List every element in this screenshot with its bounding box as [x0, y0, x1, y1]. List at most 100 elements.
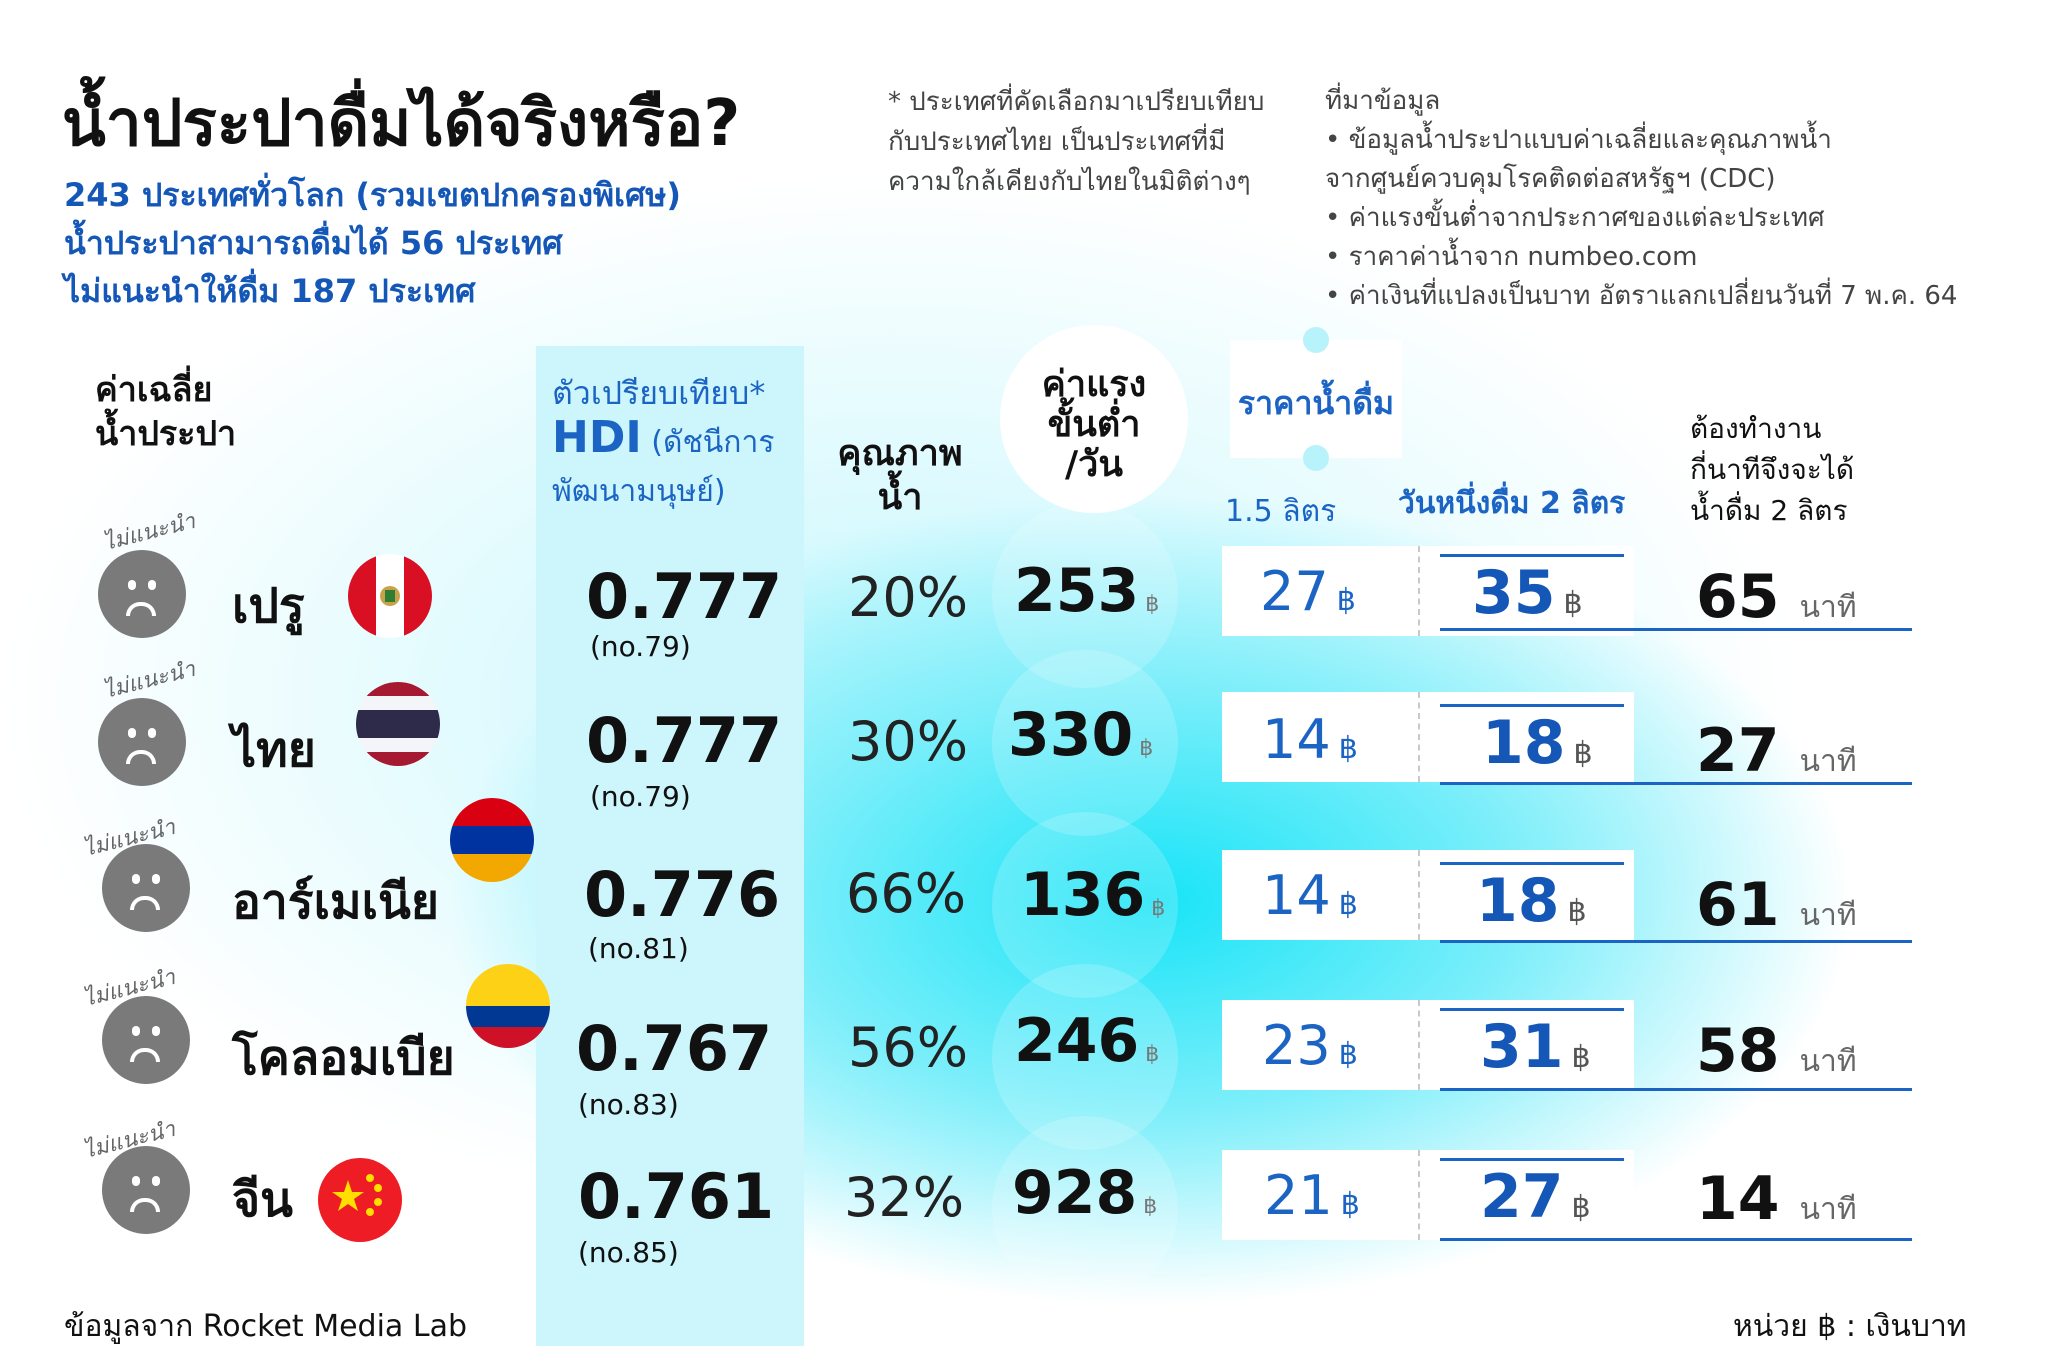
- ticket-separator: [1418, 850, 1420, 940]
- min-wage: 246 ฿: [1014, 1006, 1160, 1076]
- price-1-5-litre: 27 ฿: [1260, 560, 1356, 623]
- ticket-separator: [1418, 692, 1420, 782]
- price-header-ticket: [1230, 327, 1402, 471]
- footer-source: ข้อมูลจาก Rocket Media Lab: [64, 1309, 467, 1344]
- price-2l-topline: [1440, 704, 1624, 707]
- row-underline: [1440, 1088, 1912, 1091]
- hdi-value: 0.767: [576, 1012, 773, 1085]
- price-2-litres: 35 ฿: [1472, 558, 1583, 628]
- work-minutes: 27 นาที: [1696, 716, 1857, 786]
- header-hdi-line1: ตัวเปรียบเทียบ*: [552, 374, 766, 412]
- price-2l-topline: [1440, 554, 1624, 557]
- table-row: ไม่แนะนำ อาร์เมเนีย 0.776 (no.81) 66% 13…: [0, 798, 2048, 998]
- price-2l-topline: [1440, 1158, 1624, 1161]
- armenia-flag-icon: [450, 798, 534, 882]
- subtitle-line-2: น้ำประปาสามารถดื่มได้ 56 ประเทศ: [64, 224, 563, 262]
- sad-face-icon: [98, 550, 186, 638]
- sad-face-icon: [102, 996, 190, 1084]
- hdi-value: 0.776: [584, 858, 781, 931]
- price-ticket: [1222, 692, 1634, 782]
- wage-bubble: [992, 812, 1178, 998]
- hdi-value: 0.777: [586, 560, 783, 633]
- hdi-rank: (no.85): [578, 1236, 679, 1269]
- hdi-column-band: [536, 346, 804, 1346]
- hdi-rank: (no.79): [590, 630, 691, 663]
- price-2-litres: 27 ฿: [1480, 1162, 1591, 1232]
- work-minutes: 61 นาที: [1696, 870, 1857, 940]
- price-1-5-litre: 23 ฿: [1262, 1014, 1358, 1077]
- min-wage: 136 ฿: [1020, 860, 1166, 930]
- subtitle-line-3: ไม่แนะนำให้ดื่ม 187 ประเทศ: [64, 272, 476, 310]
- min-wage: 253 ฿: [1014, 556, 1160, 626]
- hdi-rank: (no.83): [578, 1088, 679, 1121]
- colombia-flag-icon: [466, 964, 550, 1048]
- price-ticket: [1222, 546, 1634, 636]
- header-hdi-line3: พัฒนามนุษย์): [552, 474, 726, 509]
- country-name: จีน: [232, 1172, 293, 1228]
- row-underline: [1440, 940, 1912, 943]
- row-underline: [1440, 1238, 1912, 1241]
- country-name: เปรู: [232, 578, 305, 634]
- price-2l-topline: [1440, 1008, 1624, 1011]
- table-row: ไม่แนะนำ ไทย 0.777 (no.79) 30% 330 ฿ 14 ฿ …: [0, 650, 2048, 836]
- price-ticket: [1222, 1000, 1634, 1090]
- hdi-rank: (no.79): [590, 780, 691, 813]
- selection-note: * ประเทศที่คัดเลือกมาเปรียบเทียบ กับประเ…: [888, 87, 1265, 197]
- china-flag-icon: [318, 1158, 402, 1242]
- work-minutes: 65 นาที: [1696, 562, 1857, 632]
- table-row: ไม่แนะนำ เปรู 0.777 (no.79) 20% 253 ฿ 27 ฿…: [0, 502, 2048, 688]
- sad-face-icon: [102, 844, 190, 932]
- water-quality: 30%: [848, 710, 969, 773]
- sad-face-icon: [102, 1146, 190, 1234]
- header-price-15: 1.5 ลิตร: [1225, 494, 1337, 529]
- ticket-separator: [1418, 1150, 1420, 1240]
- header-work-minutes: ต้องทำงาน กี่นาทีจึงจะได้ น้ำดื่ม 2 ลิตร: [1690, 412, 1855, 527]
- water-quality: 66%: [846, 862, 967, 925]
- country-name: อาร์เมเนีย: [232, 874, 439, 930]
- country-name: โคลอมเบีย: [232, 1030, 455, 1086]
- sources-list: ที่มาข้อมูล • ข้อมูลน้ำประปาแบบค่าเฉลี่ย…: [1325, 82, 2025, 316]
- page-title: น้ำประปาดื่มได้จริงหรือ?: [62, 87, 741, 161]
- price-2-litres: 31 ฿: [1480, 1012, 1591, 1082]
- wage-bubble: [992, 1116, 1178, 1302]
- ticket-separator: [1418, 1000, 1420, 1090]
- water-quality: 56%: [848, 1016, 969, 1079]
- price-2l-topline: [1440, 862, 1624, 865]
- price-1-5-litre: 14 ฿: [1262, 864, 1358, 927]
- header-hdi-line2: HDI (ดัชนีการ: [552, 412, 775, 463]
- header-price-2l: วันหนึ่งดื่ม 2 ลิตร: [1398, 486, 1626, 521]
- country-name: ไทย: [232, 722, 316, 778]
- ticket-notch-top: [1303, 327, 1329, 353]
- price-2-litres: 18 ฿: [1482, 708, 1593, 778]
- water-quality: 20%: [848, 566, 969, 629]
- water-quality: 32%: [844, 1166, 965, 1229]
- ticket-separator: [1418, 546, 1420, 636]
- price-ticket: [1222, 850, 1634, 940]
- header-price: ราคาน้ำดื่ม: [1237, 384, 1395, 422]
- hdi-value: 0.777: [586, 704, 783, 777]
- thailand-flag-icon: [356, 682, 440, 766]
- wage-bubble: [992, 502, 1178, 688]
- min-wage: 330 ฿: [1008, 700, 1154, 770]
- price-ticket: [1222, 1150, 1634, 1240]
- sad-face-icon: [98, 698, 186, 786]
- header-avg-water: ค่าเฉลี่ย น้ำประปา: [95, 370, 237, 454]
- price-2-litres: 18 ฿: [1476, 866, 1587, 936]
- min-wage: 928 ฿: [1012, 1158, 1158, 1228]
- table-row: ไม่แนะนำ จีน 0.761 (no.85) 32% 928 ฿ 21 ฿ …: [0, 1116, 2048, 1302]
- sources-title: ที่มาข้อมูล: [1325, 86, 1441, 116]
- work-minutes: 14 นาที: [1696, 1164, 1857, 1234]
- hdi-rank: (no.81): [588, 932, 689, 965]
- header-quality: คุณภาพ น้ำ: [837, 433, 963, 518]
- hdi-value: 0.761: [578, 1160, 775, 1233]
- wage-bubble: [992, 650, 1178, 836]
- row-underline: [1440, 628, 1912, 631]
- peru-flag-icon: [348, 554, 432, 638]
- wage-bubble: [992, 964, 1178, 1150]
- row-underline: [1440, 782, 1912, 785]
- table-row: ไม่แนะนำ โคลอมเบีย 0.767 (no.83) 56% 246…: [0, 964, 2048, 1150]
- price-1-5-litre: 21 ฿: [1264, 1164, 1360, 1227]
- work-minutes: 58 นาที: [1696, 1016, 1857, 1086]
- price-1-5-litre: 14 ฿: [1262, 708, 1358, 771]
